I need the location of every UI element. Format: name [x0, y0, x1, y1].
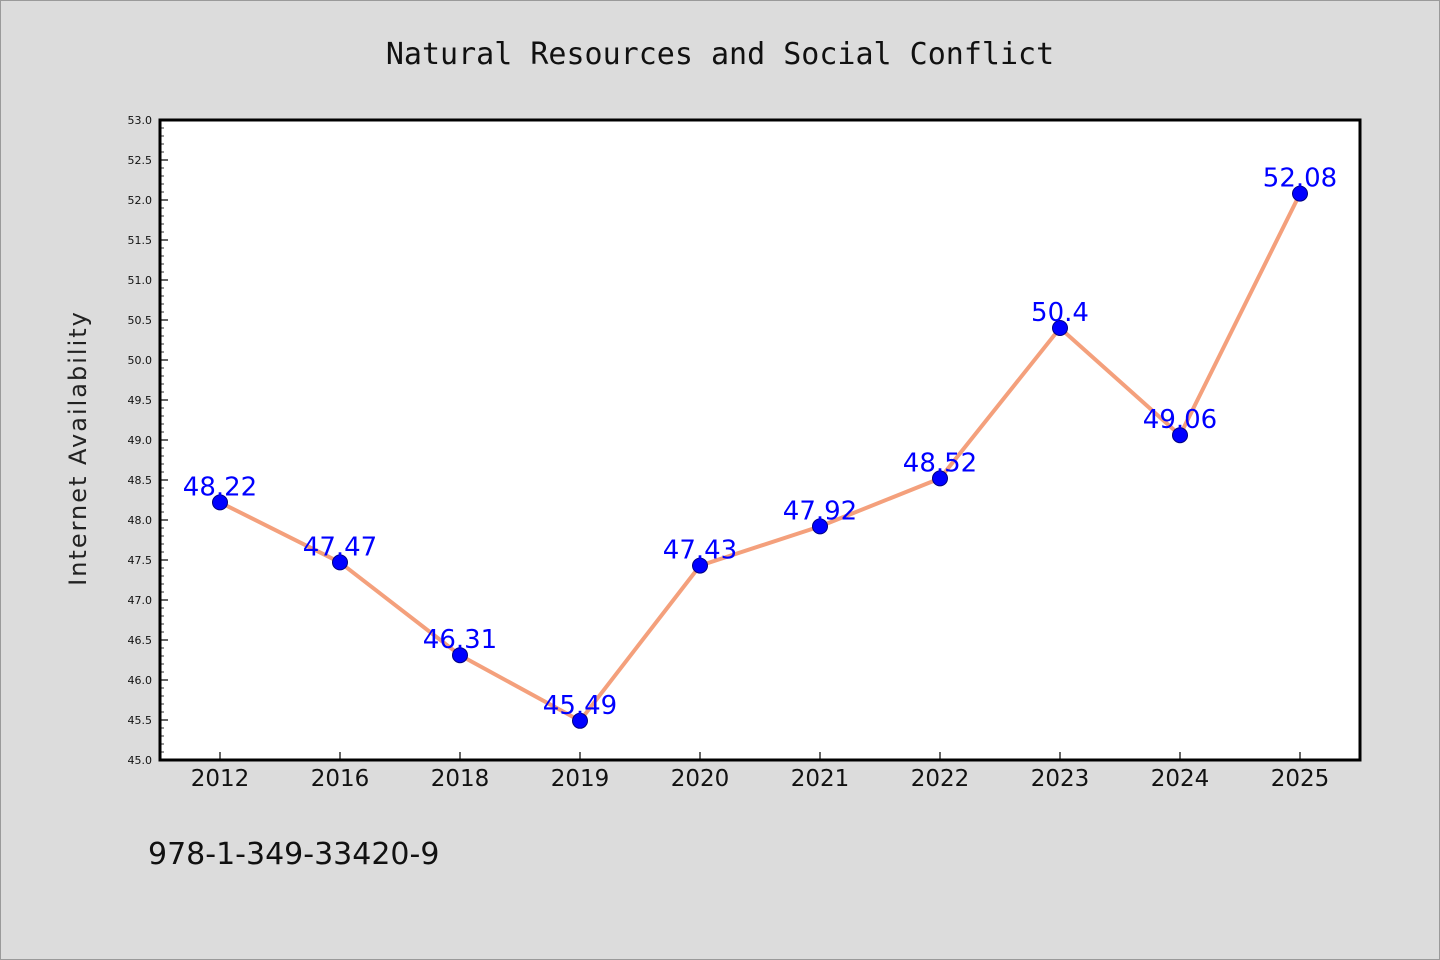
- y-tick-label: 45.5: [128, 714, 153, 727]
- y-tick-label: 50.0: [128, 354, 153, 367]
- data-label: 46.31: [423, 625, 497, 655]
- data-point: [1052, 320, 1068, 336]
- y-axis-ticks: 45.0 45.5 46.0 46.5 47.0 47.5 48.0 48.5 49.0 49.5…: [128, 114, 168, 767]
- y-tick-label: 49.5: [128, 394, 153, 407]
- y-tick-label: 46.5: [128, 634, 153, 647]
- data-label: 47.92: [783, 496, 857, 526]
- data-point: [812, 518, 828, 535]
- data-point: [212, 494, 228, 511]
- y-tick-label: 50.5: [128, 314, 153, 327]
- data-point: [932, 470, 948, 487]
- y-axis-label: Internet Availability: [64, 310, 92, 586]
- data-point: [572, 712, 588, 729]
- y-tick-label: 52.5: [128, 154, 153, 167]
- data-label: 49.06: [1143, 405, 1217, 435]
- x-tick-label: 2012: [191, 766, 250, 792]
- data-point: [692, 557, 708, 574]
- y-tick-label: 46.0: [128, 674, 153, 687]
- y-tick-label: 48.5: [128, 474, 153, 487]
- data-label: 52.08: [1263, 164, 1337, 194]
- y-tick-label: 52.0: [128, 194, 153, 207]
- plot-area: [160, 120, 1360, 760]
- series-layer: [212, 185, 1308, 729]
- y-tick-label: 47.0: [128, 594, 153, 607]
- plot-frame: [158, 118, 1362, 762]
- y-tick-label: 47.5: [128, 554, 153, 567]
- x-tick-label: 2022: [911, 766, 970, 792]
- y-tick-label: 51.0: [128, 274, 153, 287]
- y-tick-label: 49.0: [128, 434, 153, 447]
- y-tick-label: 53.0: [128, 114, 153, 127]
- data-label: 48.22: [183, 472, 257, 502]
- x-tick-label: 2016: [311, 766, 370, 792]
- data-labels-layer: 48.22 47.47 46.31 45.49 47.43 47.92 48.52 50.4 4…: [183, 164, 1337, 721]
- data-label: 50.4: [1031, 298, 1089, 328]
- y-tick-label: 51.5: [128, 234, 153, 247]
- chart-title: Natural Resources and Social Conflict: [386, 37, 1054, 72]
- x-tick-label: 2024: [1151, 766, 1210, 792]
- x-tick-label: 2020: [671, 766, 730, 792]
- x-tick-label: 2025: [1271, 766, 1330, 792]
- isbn-text: 978-1-349-33420-9: [148, 837, 439, 872]
- y-tick-label: 45.0: [128, 754, 153, 767]
- data-point: [332, 554, 348, 571]
- x-tick-label: 2021: [791, 766, 850, 792]
- y-tick-label: 48.0: [128, 514, 153, 527]
- data-label: 47.47: [303, 532, 377, 562]
- data-label: 45.49: [543, 691, 617, 721]
- data-label: 47.43: [663, 536, 737, 566]
- x-tick-label: 2023: [1031, 766, 1090, 792]
- x-tick-label: 2019: [551, 766, 610, 792]
- data-point: [1292, 185, 1308, 202]
- series-line: [218, 191, 1302, 723]
- x-tick-label: 2018: [431, 766, 490, 792]
- data-point: [452, 647, 468, 664]
- data-label: 48.52: [903, 448, 977, 478]
- data-point: [1172, 427, 1188, 444]
